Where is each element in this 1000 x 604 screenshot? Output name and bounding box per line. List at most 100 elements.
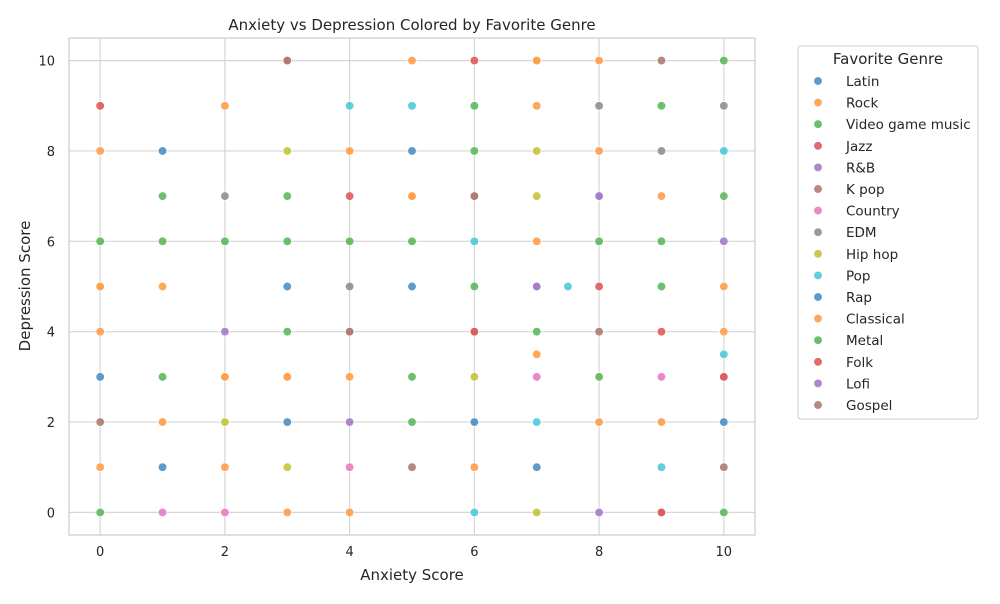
data-point (656, 191, 667, 201)
data-point (282, 281, 292, 292)
data-point (469, 507, 480, 518)
legend-marker (813, 400, 823, 410)
legend-label: Pop (846, 268, 871, 284)
data-point (157, 417, 168, 427)
legend-label: R&B (846, 160, 875, 176)
data-point (719, 281, 729, 292)
y-tick-label: 0 (47, 506, 55, 521)
data-point (594, 281, 604, 292)
data-point (656, 146, 667, 156)
data-point (469, 327, 480, 337)
series-pop (344, 101, 729, 518)
data-point (532, 349, 542, 359)
series-rock (95, 55, 729, 518)
data-point (95, 372, 105, 382)
y-tick-label: 2 (47, 416, 55, 431)
data-point (594, 101, 604, 111)
legend-label: K pop (846, 182, 885, 198)
legend-label: Hip hop (846, 247, 898, 263)
data-point (157, 281, 168, 292)
data-point (344, 417, 355, 427)
data-point (469, 101, 480, 111)
legend-label: Gospel (846, 398, 892, 414)
data-point (719, 507, 729, 518)
data-point (532, 146, 542, 156)
data-point (532, 191, 542, 201)
data-point (532, 507, 542, 518)
legend-label: Rock (846, 96, 878, 112)
data-point (95, 327, 105, 337)
data-point (344, 236, 355, 246)
x-tick-label: 10 (716, 545, 733, 560)
data-point (344, 281, 355, 292)
data-point (220, 507, 230, 518)
data-point (719, 146, 729, 156)
data-point (95, 146, 105, 156)
data-point (157, 236, 168, 246)
data-point (656, 55, 667, 66)
legend-label: Rap (846, 290, 872, 306)
y-tick-label: 8 (47, 145, 55, 160)
data-point (157, 191, 168, 201)
legend-marker (813, 184, 823, 194)
data-point (594, 372, 604, 382)
data-point (594, 55, 604, 66)
data-point (220, 417, 230, 427)
data-point (532, 101, 542, 111)
data-point (282, 236, 292, 246)
legend-marker (813, 378, 823, 389)
legend-label: EDM (846, 225, 877, 241)
data-point (656, 327, 667, 337)
data-point (719, 191, 729, 201)
data-point (95, 462, 105, 472)
legend-label: Latin (846, 74, 879, 90)
series-folk (469, 327, 729, 518)
legend-marker (813, 76, 823, 86)
legend-label: Classical (846, 312, 905, 328)
series-jazz (95, 55, 667, 337)
data-point (719, 417, 729, 427)
x-tick-label: 4 (345, 545, 353, 560)
series-rap (282, 281, 729, 472)
data-point (719, 372, 729, 382)
data-point (282, 327, 292, 337)
legend-items: Latin Rock Video game music Jazz R&B K pop Cou… (813, 74, 971, 414)
data-point (282, 55, 292, 66)
data-point (407, 281, 417, 292)
data-point (532, 281, 542, 292)
data-point (532, 236, 542, 246)
legend-label: Country (846, 204, 900, 220)
legend-marker (813, 97, 823, 108)
data-point (220, 327, 230, 337)
data-point (157, 146, 168, 156)
chart-title: Anxiety vs Depression Colored by Favorit… (228, 16, 595, 34)
legend-marker (813, 292, 823, 302)
data-point (469, 146, 480, 156)
data-point (719, 462, 729, 472)
data-point (95, 281, 105, 292)
data-point (220, 101, 230, 111)
series-gospel (282, 55, 480, 337)
y-axis-label: Depression Score (16, 221, 34, 352)
data-point (594, 417, 604, 427)
data-point (95, 417, 105, 427)
data-point (157, 372, 168, 382)
data-point (656, 101, 667, 111)
legend-label: Lofi (846, 376, 870, 392)
data-point (594, 236, 604, 246)
data-point (157, 462, 168, 472)
data-point (594, 327, 604, 337)
x-axis-label: Anxiety Score (360, 566, 464, 584)
legend-marker (813, 313, 823, 324)
legend-marker (813, 205, 823, 216)
data-point (532, 417, 542, 427)
series-lofi (532, 191, 604, 292)
data-point (157, 507, 168, 518)
plot-frame (68, 37, 756, 536)
data-point (532, 327, 542, 337)
legend-marker (813, 357, 823, 367)
data-point (532, 55, 542, 66)
data-point (282, 191, 292, 201)
